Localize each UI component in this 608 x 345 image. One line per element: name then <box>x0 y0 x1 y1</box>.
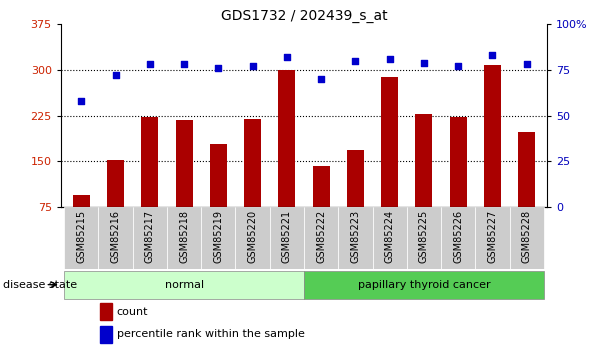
Text: GSM85217: GSM85217 <box>145 210 155 263</box>
Text: GSM85221: GSM85221 <box>282 210 292 263</box>
Bar <box>73 195 90 207</box>
Bar <box>381 77 398 207</box>
Point <box>522 62 531 67</box>
Bar <box>304 270 544 298</box>
Bar <box>100 303 112 320</box>
Bar <box>415 114 432 207</box>
Bar <box>176 120 193 207</box>
Title: GDS1732 / 202439_s_at: GDS1732 / 202439_s_at <box>221 9 387 23</box>
Bar <box>64 270 304 298</box>
Bar <box>133 207 167 269</box>
Text: papillary thyroid cancer: papillary thyroid cancer <box>358 280 490 289</box>
Text: GSM85224: GSM85224 <box>385 210 395 263</box>
Bar <box>278 70 295 207</box>
Text: count: count <box>117 307 148 317</box>
Bar <box>210 144 227 207</box>
Point <box>111 72 120 78</box>
Text: GSM85215: GSM85215 <box>77 210 86 263</box>
Point <box>282 54 292 60</box>
Text: GSM85220: GSM85220 <box>247 210 258 263</box>
Bar <box>347 150 364 207</box>
Text: GSM85226: GSM85226 <box>453 210 463 263</box>
Text: disease state: disease state <box>3 280 77 289</box>
Bar <box>141 117 159 207</box>
Bar <box>64 207 98 269</box>
Point <box>488 52 497 58</box>
Bar <box>270 207 304 269</box>
Bar <box>107 160 124 207</box>
Text: GSM85218: GSM85218 <box>179 210 189 263</box>
Bar <box>373 207 407 269</box>
Point <box>454 63 463 69</box>
Bar <box>304 207 338 269</box>
Point <box>316 76 326 82</box>
Bar <box>407 207 441 269</box>
Bar <box>201 207 235 269</box>
Text: normal: normal <box>165 280 204 289</box>
Point <box>145 62 154 67</box>
Bar <box>100 326 112 343</box>
Point <box>247 63 257 69</box>
Bar <box>244 119 261 207</box>
Bar <box>167 207 201 269</box>
Text: GSM85227: GSM85227 <box>488 210 497 263</box>
Text: GSM85223: GSM85223 <box>350 210 361 263</box>
Text: GSM85222: GSM85222 <box>316 210 326 263</box>
Bar <box>518 132 535 207</box>
Bar <box>338 207 373 269</box>
Text: GSM85225: GSM85225 <box>419 210 429 263</box>
Text: GSM85228: GSM85228 <box>522 210 531 263</box>
Bar <box>98 207 133 269</box>
Bar <box>449 117 467 207</box>
Point <box>213 65 223 71</box>
Point <box>77 98 86 104</box>
Text: percentile rank within the sample: percentile rank within the sample <box>117 329 305 339</box>
Bar <box>235 207 270 269</box>
Text: GSM85219: GSM85219 <box>213 210 223 263</box>
Bar <box>441 207 475 269</box>
Point <box>351 58 361 63</box>
Bar <box>510 207 544 269</box>
Point <box>385 56 395 62</box>
Text: GSM85216: GSM85216 <box>111 210 120 263</box>
Bar <box>484 65 501 207</box>
Bar <box>313 166 330 207</box>
Bar <box>475 207 510 269</box>
Point <box>419 60 429 65</box>
Point <box>179 62 189 67</box>
